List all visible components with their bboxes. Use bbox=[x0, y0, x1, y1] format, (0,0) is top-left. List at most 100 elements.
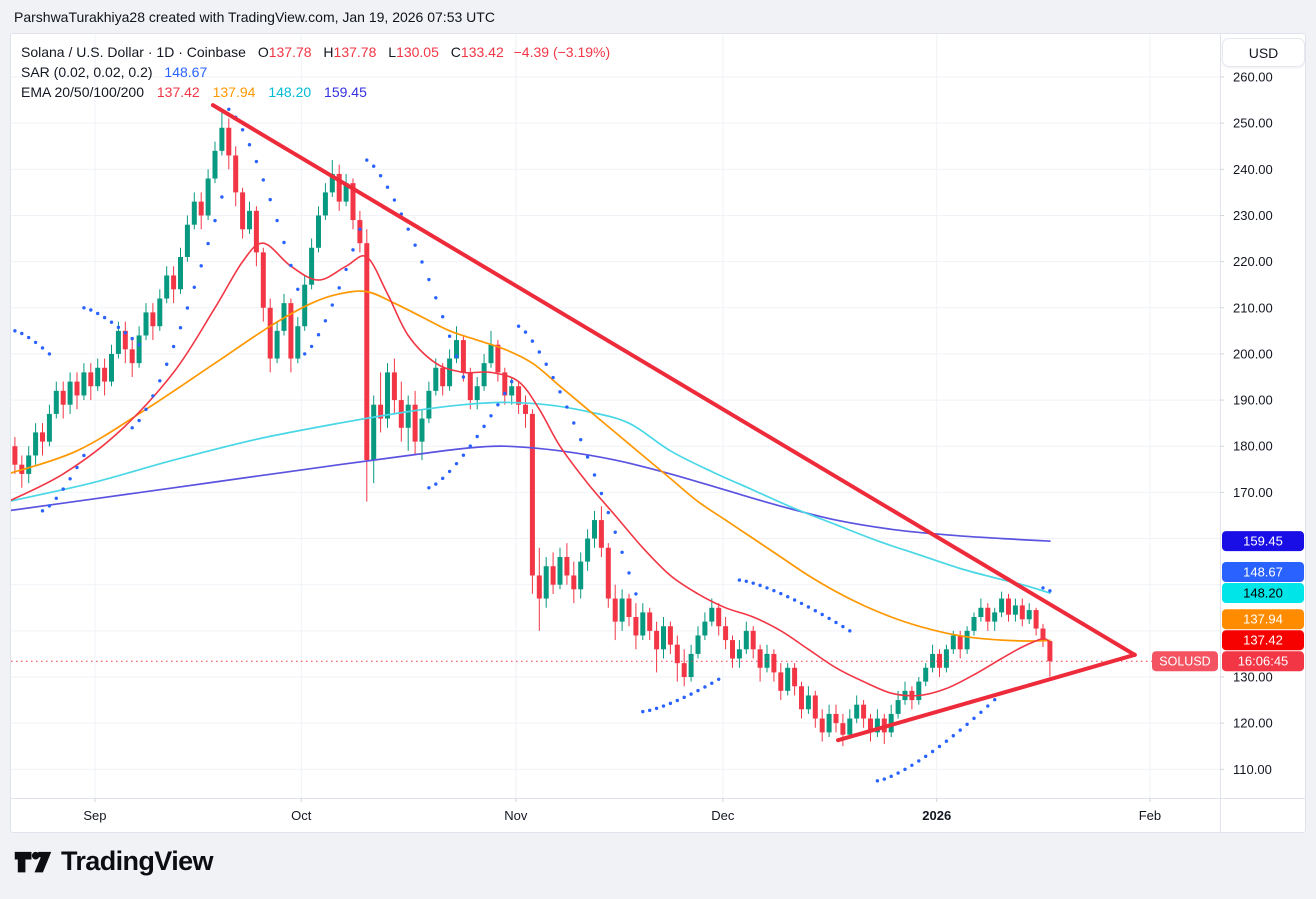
time-axis-label: Oct bbox=[291, 808, 312, 823]
sar-dot bbox=[178, 326, 183, 330]
sar-dot bbox=[206, 241, 210, 246]
sar-dot bbox=[710, 681, 714, 685]
candle-body bbox=[550, 566, 556, 585]
candle-body bbox=[219, 127, 225, 151]
price-label-text: 159.45 bbox=[1243, 534, 1283, 549]
candle-body bbox=[654, 630, 660, 650]
sar-dot bbox=[930, 749, 935, 754]
candle-body bbox=[564, 557, 570, 576]
candle-body bbox=[178, 257, 183, 290]
sar-dot bbox=[903, 767, 907, 772]
sar-dot bbox=[668, 701, 673, 706]
candle-body bbox=[109, 353, 114, 382]
candle-body bbox=[447, 358, 453, 387]
sar-dot bbox=[516, 324, 521, 328]
candle-body bbox=[619, 598, 625, 622]
candle-body bbox=[336, 173, 342, 202]
sar-dot bbox=[882, 777, 886, 781]
candle-body bbox=[198, 201, 204, 216]
sar-dot bbox=[634, 592, 638, 596]
candle-body bbox=[757, 649, 763, 668]
sar-dot bbox=[951, 734, 955, 738]
sar-dot bbox=[40, 346, 45, 350]
sar-dot bbox=[309, 344, 314, 349]
sar-dot bbox=[358, 227, 362, 232]
price-tick-label: 120.00 bbox=[1233, 716, 1273, 731]
sar-dot bbox=[834, 620, 838, 625]
sar-dot bbox=[441, 476, 445, 481]
candle-body bbox=[640, 612, 646, 636]
candles-layer[interactable] bbox=[11, 109, 1053, 747]
price-label bbox=[1222, 630, 1304, 651]
price-tick-label: 250.00 bbox=[1233, 116, 1273, 131]
candle-body bbox=[26, 455, 32, 474]
candle-body bbox=[1019, 605, 1025, 620]
candle-body bbox=[605, 547, 611, 599]
candle-body bbox=[868, 718, 873, 733]
sar-dot bbox=[813, 608, 817, 613]
sar-dot bbox=[689, 692, 693, 696]
trendlines-layer[interactable] bbox=[210, 103, 1137, 743]
candle-body bbox=[67, 381, 73, 405]
candle-body bbox=[874, 718, 880, 733]
price-tick-label: 210.00 bbox=[1233, 300, 1273, 315]
sar-dot bbox=[737, 578, 742, 582]
price-tick-label: 220.00 bbox=[1233, 254, 1273, 269]
price-chart-canvas[interactable]: 260.00 250.00 240.00 230.00 220.00 210.00 200.… bbox=[11, 34, 1305, 832]
descending-trendline[interactable] bbox=[210, 103, 1137, 657]
sar-dot bbox=[806, 605, 811, 609]
candle-body bbox=[681, 663, 687, 678]
ascending-trendline[interactable] bbox=[836, 652, 1137, 743]
price-tick-label: 180.00 bbox=[1233, 439, 1273, 454]
candle-body bbox=[895, 700, 901, 714]
candle-body bbox=[695, 635, 701, 654]
grid-layer bbox=[11, 34, 1220, 798]
candle-body bbox=[999, 598, 1005, 613]
candle-body bbox=[978, 607, 984, 618]
price-label-text: 137.94 bbox=[1243, 612, 1283, 627]
candle-body bbox=[329, 173, 335, 193]
candle-body bbox=[302, 284, 308, 327]
candle-body bbox=[150, 312, 156, 327]
candle-body bbox=[309, 247, 315, 285]
sar-dot bbox=[565, 405, 569, 409]
sar-dot bbox=[792, 598, 797, 602]
candle-body bbox=[647, 612, 653, 631]
candle-body bbox=[460, 340, 466, 373]
sar-dot bbox=[779, 591, 783, 596]
candle-body bbox=[812, 695, 818, 719]
sar-dot bbox=[192, 285, 196, 290]
candle-body bbox=[136, 335, 142, 364]
sar-dot bbox=[220, 195, 224, 199]
candle-body bbox=[716, 607, 722, 627]
candle-body bbox=[1026, 610, 1032, 620]
candle-body bbox=[805, 695, 811, 710]
axes-layer[interactable]: 260.00 250.00 240.00 230.00 220.00 210.00 200.… bbox=[11, 34, 1305, 832]
candle-body bbox=[95, 367, 101, 387]
sar-dot bbox=[944, 739, 949, 743]
sar-dot bbox=[786, 595, 790, 599]
candle-body bbox=[730, 640, 735, 659]
currency-usd-button[interactable]: USD bbox=[1222, 38, 1305, 67]
sar-dot bbox=[27, 335, 31, 340]
candle-body bbox=[985, 607, 991, 622]
time-axis-label: 2026 bbox=[922, 808, 951, 823]
sar-dot bbox=[199, 264, 203, 268]
sar-dot bbox=[40, 509, 45, 513]
candle-body bbox=[626, 598, 632, 618]
price-tick-label: 230.00 bbox=[1233, 208, 1273, 223]
candle-body bbox=[350, 183, 356, 221]
sar-dot bbox=[454, 461, 459, 466]
candle-body bbox=[433, 367, 439, 391]
candle-body bbox=[674, 644, 680, 664]
sar-dot bbox=[282, 240, 286, 245]
sar-dot bbox=[323, 319, 328, 323]
candle-body bbox=[343, 183, 349, 202]
sar-dot bbox=[247, 143, 252, 147]
sar-dot bbox=[537, 350, 541, 354]
price-label-text: 148.20 bbox=[1243, 586, 1283, 601]
sar-dot bbox=[137, 418, 141, 423]
chart-card: 260.00 250.00 240.00 230.00 220.00 210.00 200.… bbox=[10, 33, 1306, 833]
candle-body bbox=[74, 381, 80, 396]
tradingview-logo[interactable]: TradingView bbox=[14, 844, 214, 878]
